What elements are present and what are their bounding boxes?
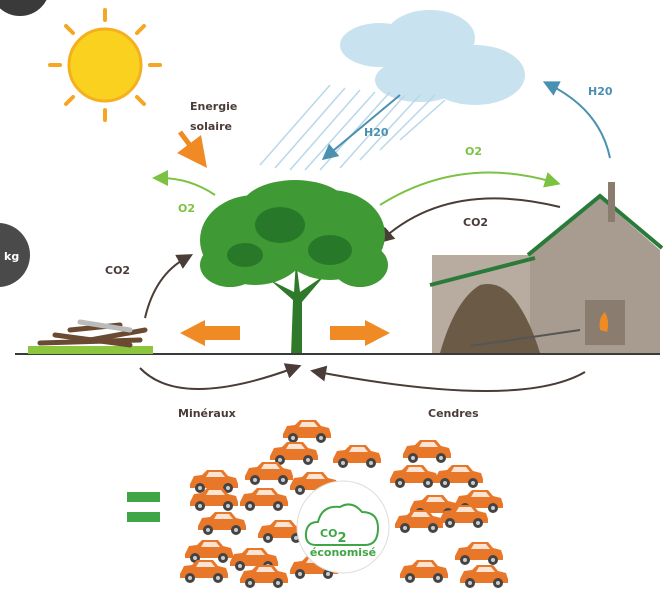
equals bbox=[127, 492, 160, 502]
energy-label: Energie bbox=[190, 100, 237, 113]
o2-label: O2 bbox=[178, 202, 195, 215]
co2-label: CO2 bbox=[105, 264, 130, 277]
side-badge-text: kg bbox=[4, 250, 19, 263]
rain bbox=[260, 85, 445, 170]
energy-label: solaire bbox=[190, 120, 232, 133]
sun-arrow bbox=[180, 132, 198, 156]
badge-caption: économisé bbox=[310, 546, 376, 559]
co2-arrow bbox=[145, 258, 186, 318]
equals bbox=[127, 512, 160, 522]
minerals-arrow bbox=[140, 368, 294, 389]
sun bbox=[50, 10, 160, 120]
ashes-arrow bbox=[318, 372, 585, 391]
o2-arrow bbox=[160, 178, 215, 195]
h2o-label: H20 bbox=[364, 126, 389, 139]
corner-badge bbox=[0, 0, 50, 16]
badge-sub: 2 bbox=[337, 531, 346, 546]
woodpile bbox=[28, 322, 153, 354]
spread-arrow bbox=[180, 320, 240, 346]
co2-badge: CO2 économisé bbox=[297, 481, 389, 573]
spread-arrow bbox=[330, 320, 390, 346]
minerals-label: Minéraux bbox=[178, 407, 236, 420]
cloud bbox=[340, 10, 525, 105]
diagram: kg Energie solaire H20 H20 O2 O2 CO2 CO2 bbox=[0, 0, 672, 589]
co2-label: CO2 bbox=[463, 216, 488, 229]
ashes-label: Cendres bbox=[428, 407, 479, 420]
h2o-label: H20 bbox=[588, 85, 613, 98]
house bbox=[430, 182, 662, 353]
badge-co: CO bbox=[320, 527, 337, 540]
o2-label: O2 bbox=[465, 145, 482, 158]
